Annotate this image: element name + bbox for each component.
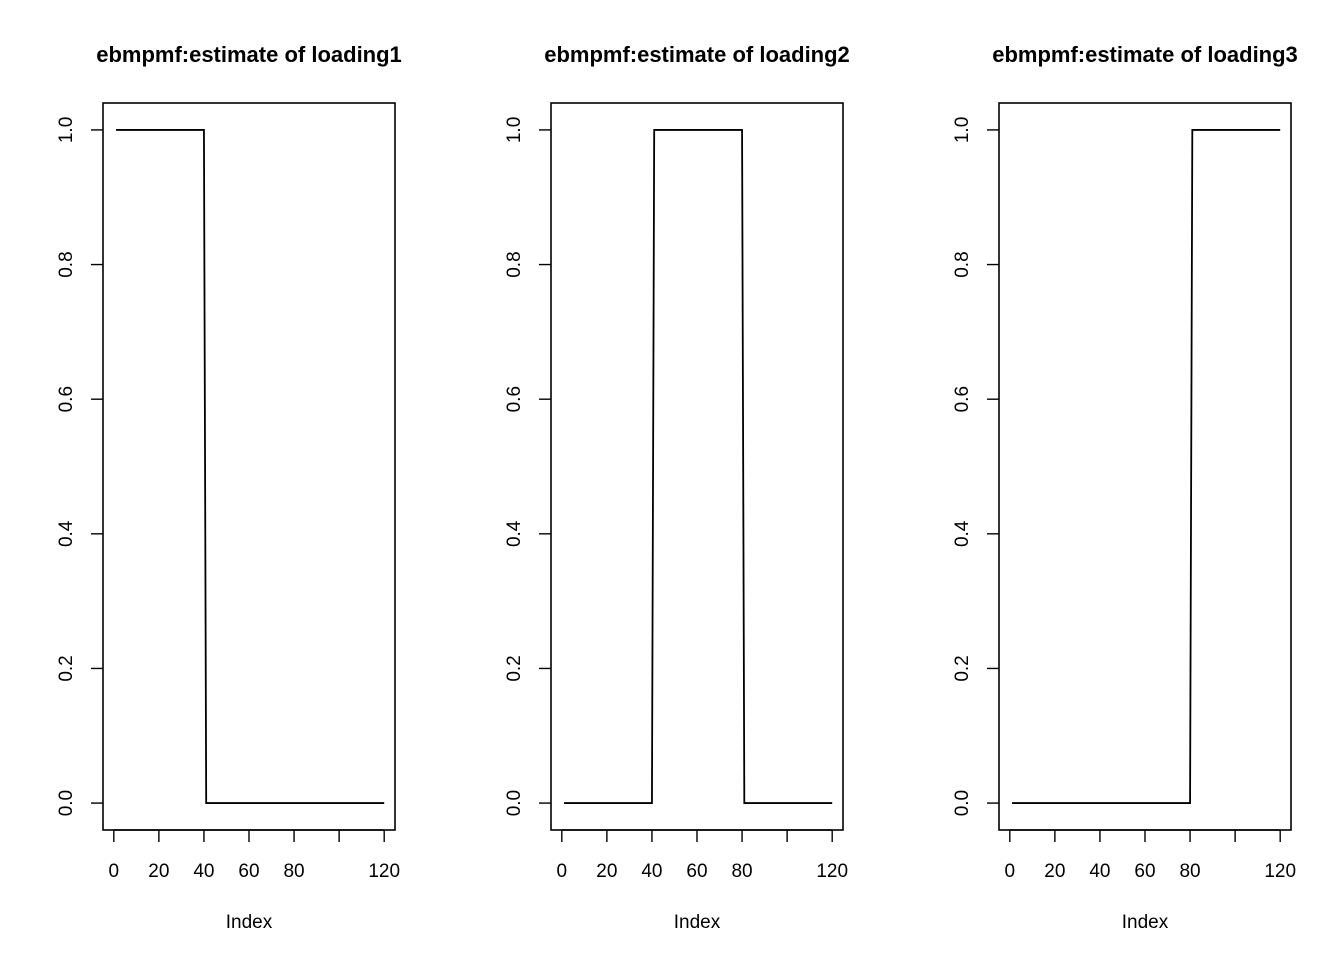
- y-tick-label: 1.0: [952, 117, 973, 143]
- y-tick-label: 0.4: [952, 520, 973, 547]
- x-tick-label: 40: [641, 861, 662, 882]
- x-tick-label: 60: [686, 861, 707, 882]
- y-tick-label: 0.0: [504, 790, 525, 816]
- y-tick-label: 0.0: [952, 790, 973, 816]
- y-tick-label: 0.8: [952, 251, 973, 277]
- x-tick-label: 120: [1264, 861, 1296, 882]
- y-tick-label: 1.0: [504, 117, 525, 143]
- y-tick-label: 0.8: [56, 251, 77, 277]
- x-tick-label: 120: [368, 861, 400, 882]
- y-tick-label: 0.6: [504, 386, 525, 412]
- y-tick-label: 0.4: [56, 520, 77, 547]
- x-tick-label: 40: [193, 861, 214, 882]
- panel-2: ebmpmf:estimate of loading2 0 20 40 60 80 120 I…: [504, 42, 850, 933]
- x-tick-label: 80: [283, 861, 304, 882]
- x-tick-label: 0: [109, 861, 120, 882]
- y-tick-label: 0.4: [504, 520, 525, 547]
- panel-3: ebmpmf:estimate of loading3 0 20 40 60 80 120 I…: [952, 42, 1298, 933]
- y-tick-label: 0.6: [56, 386, 77, 412]
- panel-1: ebmpmf:estimate of loading1 0 20 40 60 80 120 I…: [56, 42, 402, 933]
- x-tick-label: 20: [596, 861, 617, 882]
- x-tick-label: 20: [1044, 861, 1065, 882]
- x-tick-label: 80: [731, 861, 752, 882]
- y-tick-label: 0.2: [56, 655, 77, 681]
- x-axis-label: Index: [674, 912, 721, 933]
- x-tick-label: 60: [1134, 861, 1155, 882]
- chart-title: ebmpmf:estimate of loading2: [544, 42, 850, 67]
- plot-frame: [102, 102, 396, 831]
- x-tick-label: 80: [1179, 861, 1200, 882]
- chart-title: ebmpmf:estimate of loading1: [96, 42, 402, 67]
- x-tick-label: 0: [557, 861, 568, 882]
- series-line: [1012, 129, 1281, 804]
- series-line: [564, 129, 833, 804]
- y-tick-label: 0.0: [56, 790, 77, 816]
- series-line: [116, 129, 385, 804]
- chart-title: ebmpmf:estimate of loading3: [992, 42, 1298, 67]
- x-tick-label: 60: [238, 861, 259, 882]
- x-axis-label: Index: [226, 912, 273, 933]
- x-axis-label: Index: [1122, 912, 1169, 933]
- plot-frame: [550, 102, 844, 831]
- plot-frame: [998, 102, 1292, 831]
- x-tick-label: 120: [816, 861, 848, 882]
- y-tick-label: 0.2: [504, 655, 525, 681]
- y-tick-label: 0.2: [952, 655, 973, 681]
- x-tick-label: 0: [1005, 861, 1016, 882]
- x-tick-label: 40: [1089, 861, 1110, 882]
- y-tick-label: 0.8: [504, 251, 525, 277]
- x-tick-label: 20: [148, 861, 169, 882]
- y-tick-label: 0.6: [952, 386, 973, 412]
- y-tick-label: 1.0: [56, 117, 77, 143]
